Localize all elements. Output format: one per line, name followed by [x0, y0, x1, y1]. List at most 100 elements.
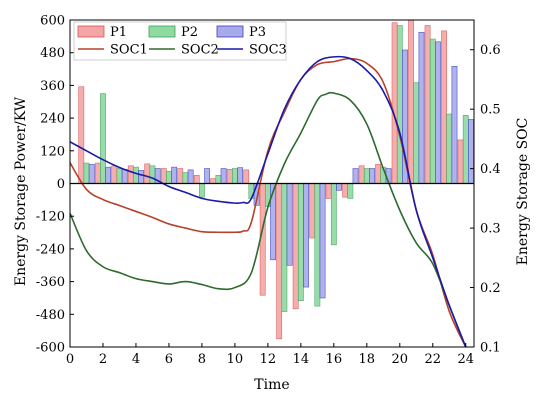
x-tick-label: 20	[392, 352, 409, 367]
bar-p2-hour-7	[182, 172, 189, 184]
bar-p2-hour-17	[347, 183, 354, 199]
x-tick-label: 14	[293, 352, 310, 367]
bar-p2-hour-24	[462, 115, 469, 184]
x-axis-label: Time	[254, 377, 289, 393]
left-tick-label: 480	[40, 46, 65, 61]
bar-p3-hour-9	[220, 168, 227, 184]
line-soc3	[70, 55, 467, 347]
bar-p1-hour-21	[408, 20, 414, 184]
bar-p2-hour-9	[215, 175, 222, 184]
bar-p2-hour-10	[232, 168, 238, 184]
bar-p3-hour-1	[88, 164, 95, 184]
legend-swatch-p3	[216, 25, 244, 38]
x-tick-label: 10	[227, 352, 244, 367]
bar-p3-hour-22	[435, 41, 441, 184]
bar-p2-hour-4	[133, 166, 139, 184]
bar-p1-hour-15	[309, 183, 316, 239]
legend-label-soc3: SOC3	[249, 43, 287, 58]
bar-p2-hour-15	[314, 183, 321, 307]
right-tick-label: 0.4	[480, 162, 501, 177]
bar-p3-hour-17	[352, 168, 359, 184]
bar-p3-hour-18	[369, 168, 375, 184]
x-axis-ticks: 0 2 4 6 8 10 12 14 16 18 20 22 24	[66, 343, 474, 367]
left-tick-label: 240	[40, 112, 65, 127]
legend-items: P1 P2 P3 SOC1 SOC2 SOC3	[77, 25, 287, 58]
x-tick-label: 6	[165, 352, 173, 367]
bar-p1-hour-4	[127, 165, 134, 184]
legend-label-soc2: SOC2	[181, 43, 219, 58]
bar-p2-hour-23	[446, 113, 453, 184]
bar-p3-hour-4	[138, 170, 145, 184]
bar-p3-hour-7	[187, 169, 194, 184]
line-soc2	[70, 91, 467, 347]
legend-label-p2: P2	[181, 25, 198, 40]
left-tick-label: -600	[36, 341, 65, 356]
legend-swatch-p2	[148, 25, 176, 38]
x-tick-label: 24	[457, 352, 474, 367]
bar-p3-hour-14	[303, 183, 309, 288]
bar-p3-hour-15	[319, 183, 326, 299]
x-tick-label: 4	[132, 352, 140, 367]
right-tick-label: 0.3	[480, 222, 501, 237]
x-tick-label: 2	[99, 352, 107, 367]
bar-p2-hour-20	[396, 25, 403, 184]
legend-swatch-p1	[77, 25, 105, 38]
bar-p1-hour-5	[144, 163, 151, 184]
left-tick-label: -240	[36, 242, 65, 257]
bar-p1-hour-8	[193, 175, 200, 184]
bar-p1-hour-23	[441, 30, 447, 184]
left-tick-label: 120	[40, 144, 65, 159]
right-axis-label: Energy Storage SOC	[515, 118, 531, 266]
x-tick-label: 16	[326, 352, 343, 367]
bar-p1-hour-22	[424, 25, 431, 184]
bar-p2-hour-3	[116, 168, 123, 184]
left-tick-label: -120	[36, 210, 65, 225]
legend: P1 P2 P3 SOC1 SOC2 SOC3	[73, 21, 287, 61]
right-axis-ticks: 0.6 0.5 0.4 0.3 0.2 0.1	[470, 43, 501, 356]
bar-p3-hour-16	[336, 183, 342, 191]
bar-p3-hour-6	[171, 166, 178, 184]
bar-p1-hour-3	[111, 165, 118, 184]
left-tick-label: 0	[57, 177, 65, 192]
bar-p1-hour-13	[276, 183, 283, 340]
x-tick-label: 22	[425, 352, 442, 367]
bar-p1-hour-6	[160, 168, 167, 184]
right-tick-label: 0.1	[480, 341, 501, 356]
left-tick-label: 600	[40, 14, 65, 29]
bar-p2-hour-14	[297, 183, 304, 301]
left-axis-ticks: 600 480 360 240 120 0 -120 -240 -360 -480 -600	[36, 14, 74, 356]
x-tick-label: 12	[260, 352, 277, 367]
bar-p2-hour-22	[429, 38, 436, 184]
bar-p2-hour-6	[166, 170, 172, 184]
bar-p1-hour-17	[342, 183, 349, 198]
bar-p1-hour-7	[177, 168, 184, 184]
bar-p1-hour-14	[292, 183, 299, 310]
bar-p2-hour-16	[330, 183, 337, 246]
bar-p3-hour-8	[204, 168, 211, 184]
legend-label-p3: P3	[249, 25, 266, 40]
x-tick-label: 0	[66, 352, 74, 367]
bar-p1-hour-18	[358, 165, 365, 184]
x-tick-label: 18	[359, 352, 376, 367]
bar-p3-hour-10	[237, 167, 243, 184]
bar-p1-hour-16	[325, 183, 332, 199]
bar-p3-hour-2	[105, 166, 112, 184]
bar-p1-hour-24	[457, 139, 464, 184]
left-tick-label: -360	[36, 275, 65, 290]
bar-p3-hour-13	[286, 183, 293, 266]
bar-p2-hour-21	[413, 82, 420, 184]
bar-p2-hour-13	[281, 183, 288, 312]
bar-p1-hour-11	[243, 169, 250, 184]
bars-layer	[78, 20, 474, 340]
bar-p2-hour-18	[363, 168, 370, 184]
bar-p3-hour-21	[418, 31, 425, 184]
bar-p2-hour-2	[100, 93, 106, 184]
bar-p2-hour-5	[149, 165, 156, 184]
bar-p1-hour-19	[375, 164, 382, 184]
bar-p1-hour-1	[78, 86, 85, 184]
bar-p1-hour-20	[391, 22, 398, 184]
bar-p3-hour-24	[468, 119, 474, 184]
bar-p1-hour-9	[210, 178, 217, 184]
left-tick-label: 360	[40, 79, 65, 94]
bar-p1-hour-10	[226, 169, 233, 184]
